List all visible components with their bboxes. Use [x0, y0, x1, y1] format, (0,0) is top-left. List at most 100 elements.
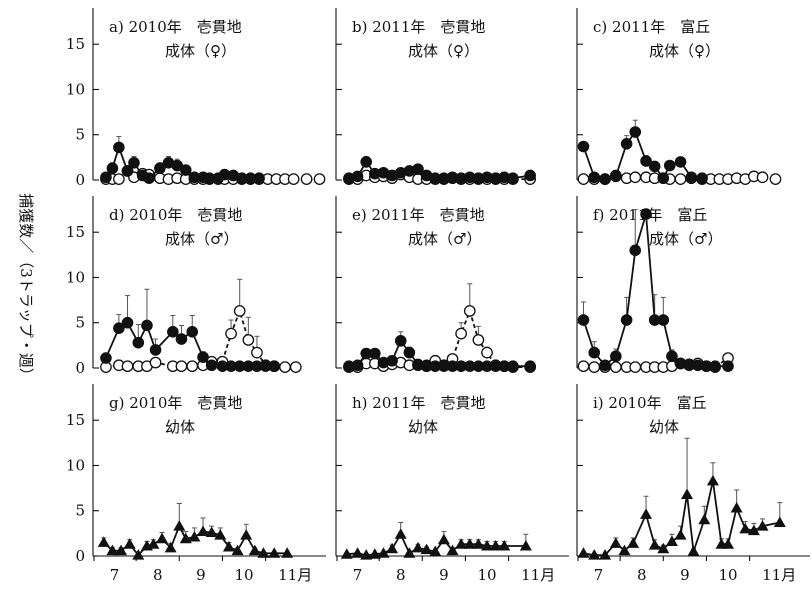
data-point-triangle [205, 526, 218, 537]
data-point-triangle [394, 528, 407, 539]
x-tick-label: 11月 [521, 566, 555, 584]
panel-title: d) 2010年 壱貫地 [109, 206, 242, 224]
data-point-triangle [627, 537, 640, 548]
data-point-open [149, 356, 162, 369]
data-point-open [289, 361, 302, 373]
data-point-triangle [463, 538, 476, 549]
data-point-filled [709, 360, 721, 372]
data-point-filled [113, 322, 125, 334]
y-tick-label: 5 [75, 502, 85, 520]
data-point-triangle [188, 530, 201, 542]
panel-title: e) 2011年 壱貫地 [352, 206, 485, 224]
data-point-triangle [97, 536, 110, 547]
data-point-triangle [698, 513, 711, 525]
data-point-triangle [498, 540, 511, 551]
data-point-open [225, 327, 237, 340]
data-point-filled [412, 163, 424, 175]
y-tick-label: 0 [75, 359, 85, 377]
data-point-filled [106, 162, 119, 175]
data-point-filled [100, 352, 112, 364]
data-point-open [175, 360, 188, 373]
data-point-triangle [739, 522, 752, 534]
data-point-open [113, 173, 125, 185]
data-point-open [251, 346, 263, 359]
panel-title: g) 2010年 壱貫地 [109, 394, 242, 412]
data-point-triangle [640, 508, 653, 519]
panel-title: b) 2011年 壱貫地 [352, 18, 485, 36]
x-tick-label: 7 [110, 566, 120, 584]
panel-subtitle: 成体（♀） [649, 42, 720, 60]
data-point-filled [640, 208, 652, 220]
y-tick-label: 10 [66, 80, 85, 98]
data-point-triangle [240, 529, 253, 540]
data-point-filled [205, 359, 218, 372]
data-point-triangle [340, 548, 353, 559]
y-tick-label: 0 [75, 547, 85, 565]
data-point-open [300, 173, 313, 185]
data-point-filled [599, 173, 611, 185]
data-point-filled [132, 336, 145, 349]
data-point-filled [588, 346, 601, 359]
data-point-triangle [472, 538, 485, 549]
data-point-triangle [214, 529, 227, 540]
data-point-open [629, 171, 642, 184]
data-point-filled [524, 169, 536, 182]
data-point-filled [253, 172, 265, 184]
data-point-triangle [722, 538, 735, 549]
y-axis-label: 捕獲数／（3トラップ・週） [17, 193, 35, 383]
data-point-filled [351, 359, 364, 372]
data-point-triangle [756, 520, 769, 531]
data-point-filled [143, 172, 155, 184]
data-point-filled [121, 316, 134, 329]
data-point-filled [197, 351, 209, 363]
data-point-triangle [173, 520, 186, 531]
data-point-filled [128, 157, 140, 169]
data-point-triangle [446, 544, 459, 556]
data-point-filled [657, 172, 670, 184]
data-point-open [588, 361, 601, 373]
series-filled-circle [343, 331, 536, 372]
data-point-filled [360, 156, 373, 168]
series-line [582, 130, 703, 181]
x-tick-label: 10 [234, 566, 253, 584]
x-tick-label: 7 [353, 566, 363, 584]
data-point-open [472, 334, 485, 346]
panel-subtitle: 成体（♂） [408, 230, 481, 248]
data-point-triangle [609, 537, 622, 548]
data-point-triangle [437, 533, 450, 545]
panel-subtitle: 成体（♀） [165, 42, 236, 60]
data-point-filled [167, 325, 179, 338]
data-point-triangle [179, 532, 192, 544]
data-point-triangle [519, 540, 532, 551]
data-point-triangle [420, 543, 433, 555]
data-point-open [242, 334, 255, 346]
data-point-filled [629, 244, 642, 257]
y-tick-label: 5 [75, 126, 85, 144]
data-point-filled [577, 140, 590, 153]
data-point-filled [620, 314, 633, 326]
y-tick-label: 5 [75, 314, 85, 332]
data-point-open [287, 173, 300, 185]
data-point-triangle [657, 542, 670, 554]
data-point-triangle [132, 549, 145, 560]
x-tick-label: 8 [396, 566, 406, 584]
data-point-triangle [281, 547, 294, 558]
data-point-open [609, 361, 622, 373]
data-point-triangle [730, 502, 743, 513]
panel-subtitle: 成体（♂） [165, 230, 238, 248]
data-point-open [769, 173, 782, 185]
data-point-triangle [231, 544, 244, 556]
data-point-filled [154, 162, 166, 175]
data-point-filled [577, 314, 590, 326]
data-point-open [455, 327, 467, 340]
data-point-open [674, 173, 687, 185]
y-tick-label: 15 [66, 35, 85, 53]
data-point-triangle [360, 549, 373, 560]
data-point-triangle [377, 547, 390, 558]
data-point-filled [403, 346, 416, 359]
data-point-triangle [588, 549, 601, 560]
data-point-filled [268, 360, 281, 372]
